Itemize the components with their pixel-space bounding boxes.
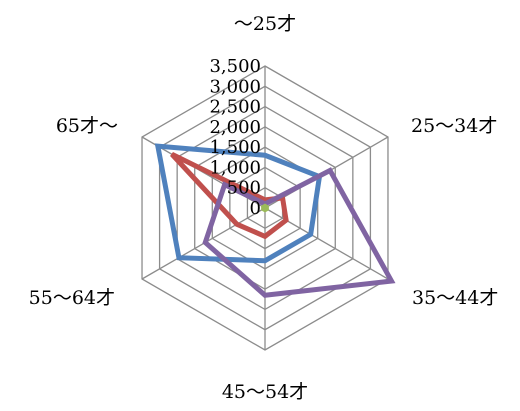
category-label: 65才～ bbox=[56, 115, 118, 137]
tick-label: 3,500 bbox=[209, 56, 261, 77]
category-label: 25～34才 bbox=[411, 115, 497, 137]
tick-label: 0 bbox=[250, 198, 261, 219]
category-label: 55～64才 bbox=[29, 287, 115, 309]
category-labels: ～25才 25～34才 35～44才 45～54才 55～64才 65才～ bbox=[29, 13, 499, 403]
tick-label: 3,000 bbox=[209, 76, 261, 97]
tick-label: 2,500 bbox=[209, 97, 261, 118]
series-line bbox=[261, 203, 269, 213]
tick-label: 500 bbox=[227, 178, 261, 199]
series-line bbox=[202, 167, 396, 298]
radar-series bbox=[154, 143, 396, 298]
category-label: 45～54才 bbox=[222, 381, 308, 403]
series-line bbox=[170, 151, 289, 240]
tick-label: 2,000 bbox=[209, 117, 261, 138]
category-label: 35～44才 bbox=[412, 287, 498, 309]
tick-label: 1,000 bbox=[209, 157, 261, 178]
tick-label: 1,500 bbox=[209, 137, 261, 158]
category-label: ～25才 bbox=[234, 13, 296, 35]
